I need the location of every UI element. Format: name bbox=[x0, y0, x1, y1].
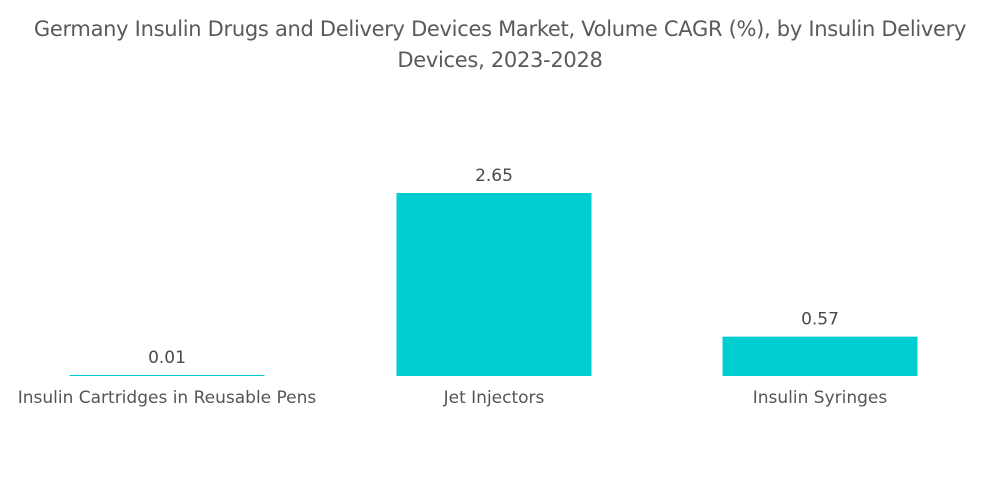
chart-title-line-2: Devices, 2023-2028 bbox=[397, 48, 603, 72]
data-label-1: 2.65 bbox=[475, 166, 513, 186]
bar-2 bbox=[722, 336, 918, 376]
bar-1 bbox=[396, 193, 592, 376]
category-label-0: Insulin Cartridges in Reusable Pens bbox=[18, 388, 317, 408]
chart-title: Germany Insulin Drugs and Delivery Devic… bbox=[0, 14, 1000, 76]
data-label-2: 0.57 bbox=[801, 310, 839, 330]
category-label-1: Jet Injectors bbox=[443, 388, 545, 408]
bar-0 bbox=[69, 375, 265, 376]
data-label-0: 0.01 bbox=[148, 348, 186, 368]
chart-title-line-1: Germany Insulin Drugs and Delivery Devic… bbox=[33, 17, 967, 41]
category-label-2: Insulin Syringes bbox=[753, 388, 888, 408]
